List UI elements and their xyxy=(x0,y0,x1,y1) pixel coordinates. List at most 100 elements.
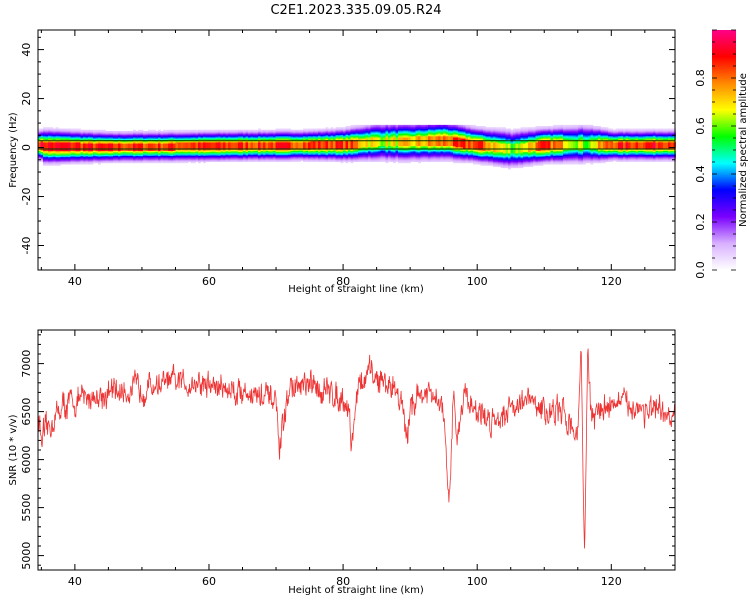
heatmap-cell xyxy=(190,145,194,148)
heatmap-cell xyxy=(438,150,441,153)
heatmap-cell xyxy=(80,146,84,149)
heatmap-cell xyxy=(58,164,61,166)
heatmap-cell xyxy=(335,156,339,159)
heatmap-cell xyxy=(468,126,471,128)
heatmap-cell xyxy=(188,129,191,132)
heatmap-cell xyxy=(228,138,231,140)
heatmap-cell xyxy=(50,145,54,148)
heatmap-cell xyxy=(430,129,434,132)
heatmap-cell xyxy=(355,144,359,147)
heatmap-cell xyxy=(335,137,339,139)
heatmap-cell xyxy=(360,126,364,128)
heatmap-cell xyxy=(413,142,416,144)
heatmap-cell xyxy=(360,150,364,153)
heatmap-cell xyxy=(188,138,191,140)
heatmap-cell xyxy=(375,151,379,154)
heatmap-cell xyxy=(318,145,321,148)
heatmap-cell xyxy=(425,142,429,144)
heatmap-cell xyxy=(288,140,291,143)
heatmap-cell xyxy=(60,145,64,148)
heatmap-cell xyxy=(78,132,81,134)
heatmap-cell xyxy=(163,154,166,156)
heatmap-cell xyxy=(45,135,49,138)
heatmap-cell xyxy=(218,149,221,151)
heatmap-cell xyxy=(365,142,369,144)
heatmap-cell xyxy=(83,142,86,144)
heatmap-cell xyxy=(368,124,371,127)
heatmap-cell xyxy=(470,132,474,134)
heatmap-cell xyxy=(453,135,456,138)
heatmap-cell xyxy=(225,137,229,139)
heatmap-cell xyxy=(65,135,69,138)
heatmap-cell xyxy=(295,144,299,147)
heatmap-cell xyxy=(343,131,346,133)
heatmap-cell xyxy=(90,156,94,159)
heatmap-cell xyxy=(158,131,161,133)
heatmap-cell xyxy=(248,137,251,139)
heatmap-cell xyxy=(420,154,424,156)
heatmap-cell xyxy=(448,140,451,143)
heatmap-cell xyxy=(278,149,281,151)
heatmap-cell xyxy=(265,138,269,140)
heatmap-cell xyxy=(198,137,201,139)
heatmap-cell xyxy=(373,158,376,160)
heatmap-cell xyxy=(268,132,271,134)
heatmap-cell xyxy=(210,160,214,162)
heatmap-cell xyxy=(143,145,146,148)
heatmap-cell xyxy=(355,154,359,156)
heatmap-cell xyxy=(163,143,166,145)
heatmap-cell xyxy=(473,126,476,128)
heatmap-cell xyxy=(193,140,196,143)
heatmap-cell xyxy=(168,142,171,144)
heatmap-cell xyxy=(453,128,456,131)
heatmap-cell xyxy=(55,129,59,132)
heatmap-cell xyxy=(195,153,199,155)
heatmap-cell xyxy=(445,143,449,145)
heatmap-cell xyxy=(65,142,69,144)
heatmap-cell xyxy=(145,156,149,159)
heatmap-cell xyxy=(403,129,406,132)
heatmap-cell xyxy=(208,129,211,132)
heatmap-cell xyxy=(480,129,484,132)
heatmap-cell xyxy=(235,131,239,133)
heatmap-cell xyxy=(380,151,384,154)
heatmap-cell xyxy=(273,154,276,156)
heatmap-cell xyxy=(450,160,454,162)
heatmap-cell xyxy=(368,128,371,131)
heatmap-cell xyxy=(365,150,369,153)
heatmap-cell xyxy=(103,131,106,133)
heatmap-cell xyxy=(350,131,354,133)
heatmap-cell xyxy=(68,133,71,136)
heatmap-cell xyxy=(180,154,184,156)
heatmap-cell xyxy=(215,144,219,147)
heatmap-cell xyxy=(63,145,66,148)
heatmap-cell xyxy=(145,143,149,145)
heatmap-cell xyxy=(310,132,314,134)
heatmap-cell xyxy=(385,144,389,147)
heatmap-cell xyxy=(405,150,409,153)
heatmap-cell xyxy=(338,138,341,140)
heatmap-cell xyxy=(45,138,49,140)
heatmap-cell xyxy=(160,149,164,151)
heatmap-cell xyxy=(375,154,379,156)
heatmap-cell xyxy=(133,134,136,137)
heatmap-cell xyxy=(470,135,474,138)
heatmap-cell xyxy=(135,145,139,148)
heatmap-cell xyxy=(235,140,239,143)
heatmap-cell xyxy=(295,142,299,144)
heatmap-cell xyxy=(273,143,276,145)
heatmap-cell xyxy=(420,150,424,153)
heatmap-cell xyxy=(185,153,189,155)
heatmap-cell xyxy=(298,138,301,140)
heatmap-cell xyxy=(435,154,439,156)
heatmap-cell xyxy=(285,146,289,149)
heatmap-cell xyxy=(415,135,419,138)
heatmap-cell xyxy=(290,138,294,140)
heatmap-cell xyxy=(125,132,129,134)
heatmap-cell xyxy=(58,142,61,144)
heatmap-cell xyxy=(350,156,354,159)
heatmap-cell xyxy=(393,155,396,158)
heatmap-cell xyxy=(223,134,226,137)
heatmap-cell xyxy=(58,151,61,154)
heatmap-cell xyxy=(105,153,109,155)
